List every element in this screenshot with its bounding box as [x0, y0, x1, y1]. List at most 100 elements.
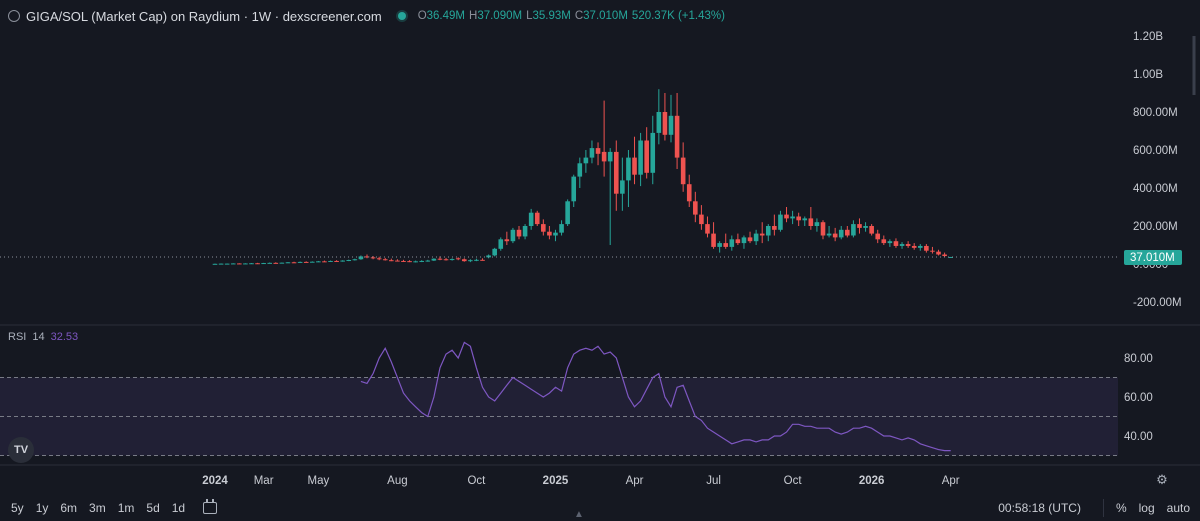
price-tick-label: 800.00M: [1133, 107, 1178, 119]
range-button-6m[interactable]: 6m: [60, 500, 78, 515]
candle-body: [595, 148, 601, 154]
candle: [917, 244, 923, 251]
ohlc-item: L35.93M: [526, 10, 571, 22]
candle: [942, 252, 947, 257]
candle: [218, 263, 224, 265]
candle-body: [492, 248, 497, 256]
rsi-legend: RSI 14 32.53: [8, 331, 78, 343]
chart-title: GIGA/SOL (Market Cap) on Raydium · 1W · …: [26, 8, 382, 24]
candle-body: [358, 256, 364, 260]
candle-body: [917, 245, 923, 248]
candle-body: [717, 243, 722, 247]
candle-body: [261, 263, 266, 265]
time-tick-label: May: [307, 475, 329, 487]
candle-body: [601, 151, 607, 162]
candle-body: [662, 112, 668, 135]
candle: [401, 259, 406, 262]
candle-body: [571, 176, 577, 202]
candle: [516, 226, 522, 240]
candle-body: [802, 218, 808, 221]
candle-body: [449, 259, 455, 261]
tradingview-logo-icon[interactable]: TV: [8, 437, 34, 463]
candle-body: [784, 214, 789, 219]
candle-body: [389, 260, 394, 262]
price-tick-label: 1.00B: [1133, 69, 1163, 81]
candle-body: [328, 260, 333, 262]
candle: [632, 136, 637, 185]
calendar-icon[interactable]: [203, 498, 218, 514]
scroll-up-icon[interactable]: ▲: [574, 509, 584, 520]
time-tick-label: Oct: [784, 475, 803, 487]
ohlc-value: 35.93M: [532, 10, 571, 22]
candle: [790, 210, 795, 225]
candle: [741, 235, 747, 249]
candle: [224, 263, 230, 265]
candle-body: [820, 222, 826, 236]
candle-body: [455, 258, 461, 260]
candle-body: [765, 226, 771, 236]
candle-body: [510, 229, 516, 242]
ohlc-item: 520.37K (+1.43%): [632, 10, 725, 22]
candle: [370, 256, 376, 260]
candle: [772, 214, 777, 236]
clock-time: 00:58:18 (UTC): [998, 500, 1081, 515]
range-button-1y[interactable]: 1y: [35, 500, 49, 515]
log-button[interactable]: log: [1138, 500, 1155, 515]
candle-body: [291, 262, 297, 264]
range-button-1d[interactable]: 1d: [171, 500, 186, 515]
candle-body: [395, 260, 400, 262]
candle: [261, 262, 266, 265]
candle: [765, 224, 771, 242]
candle: [571, 174, 577, 207]
candle-body: [474, 259, 479, 261]
percent-button[interactable]: %: [1115, 500, 1127, 515]
candle-body: [711, 233, 716, 247]
time-tick-label: 2026: [859, 475, 885, 487]
candle: [686, 174, 692, 207]
candle: [845, 226, 850, 238]
candle-body: [674, 115, 680, 158]
candle-body: [735, 239, 741, 244]
time-tick-label: Aug: [387, 475, 407, 487]
candle-body: [899, 244, 905, 246]
price-tick-label: 200.00M: [1133, 221, 1178, 233]
candle: [364, 254, 370, 259]
candle: [930, 246, 935, 254]
candle: [668, 94, 674, 143]
candle: [547, 226, 552, 240]
range-button-3m[interactable]: 3m: [89, 500, 106, 515]
candle: [322, 260, 327, 263]
candle-body: [419, 260, 425, 262]
candle-body: [905, 244, 911, 246]
candle-body: [547, 231, 552, 236]
candle-body: [364, 256, 370, 258]
candle: [504, 231, 510, 245]
candle-body: [668, 115, 674, 135]
candle-body: [632, 157, 637, 175]
candle: [340, 260, 345, 262]
candle-body: [425, 260, 431, 262]
candle: [212, 263, 218, 265]
candle-body: [790, 216, 795, 219]
range-button-1m[interactable]: 1m: [117, 500, 135, 515]
candle-body: [461, 259, 467, 262]
candle: [832, 227, 838, 242]
range-button-5d[interactable]: 5d: [146, 500, 160, 515]
candle-body: [285, 262, 291, 264]
candle: [759, 222, 765, 244]
time-tick-label: Mar: [254, 475, 274, 487]
candle: [431, 258, 437, 261]
candle: [249, 263, 254, 265]
candle: [309, 261, 315, 263]
chart-canvas[interactable]: 1.20B1.00B800.00M600.00M400.00M200.00M0.…: [0, 0, 1200, 494]
candle-body: [407, 261, 412, 263]
candle: [522, 224, 528, 240]
candle: [303, 261, 309, 263]
range-button-5y[interactable]: 5y: [11, 500, 24, 515]
auto-button[interactable]: auto: [1166, 500, 1190, 515]
candle-body: [322, 261, 327, 263]
gear-icon[interactable]: ⚙: [1156, 472, 1168, 487]
candle: [595, 142, 601, 166]
candle-body: [911, 245, 917, 248]
candle-body: [273, 262, 279, 264]
